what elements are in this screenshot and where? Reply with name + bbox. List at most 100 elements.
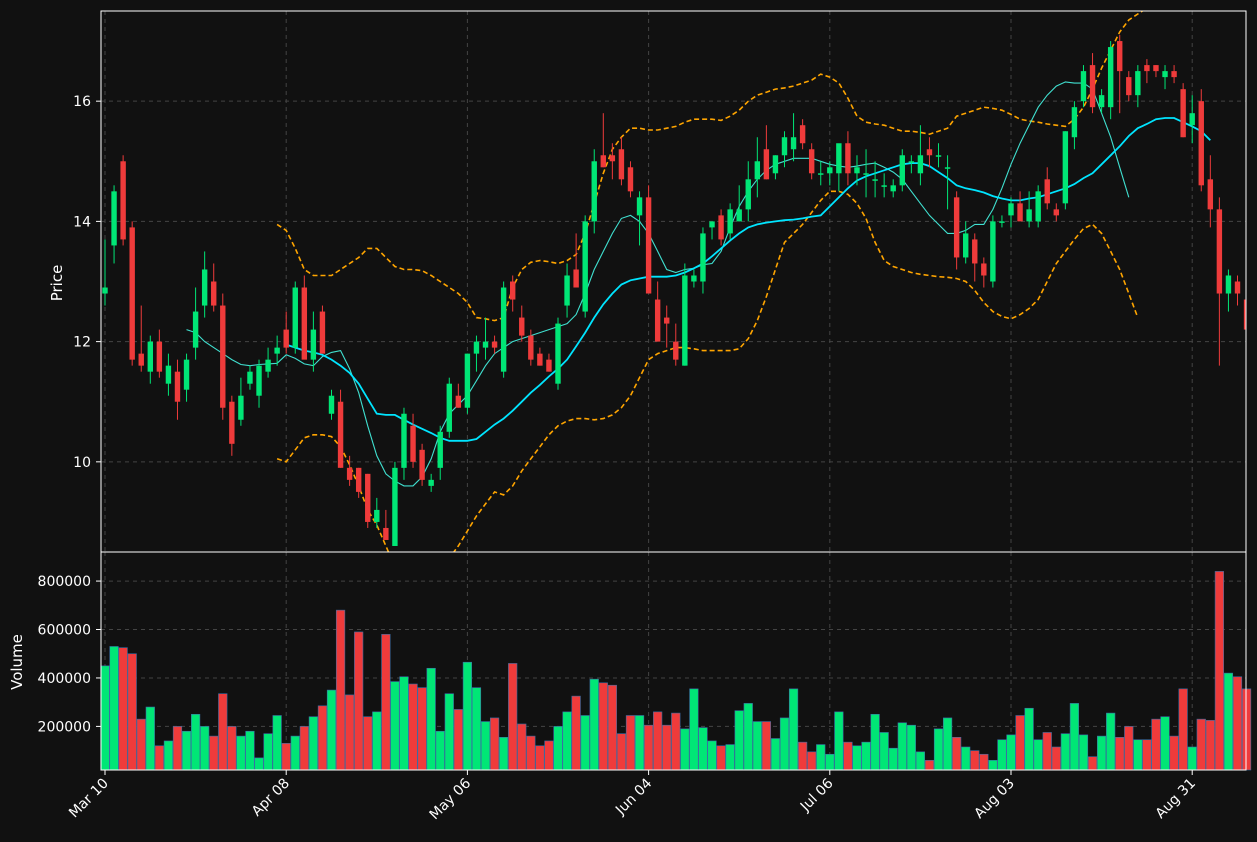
candle-body <box>808 149 815 174</box>
candle-body <box>754 161 761 180</box>
volume-bar <box>933 728 944 771</box>
volume-bar <box>861 741 871 771</box>
volume-bar <box>1042 732 1052 771</box>
volume-bar <box>698 727 708 771</box>
volume-bar <box>1106 712 1116 771</box>
volume-bar <box>798 741 808 771</box>
volume-bar <box>671 712 681 771</box>
candle-body <box>519 317 525 336</box>
candle-body <box>229 401 235 444</box>
volume-tick-label: 800000 <box>38 574 91 590</box>
price-tick-label: 16 <box>73 94 91 110</box>
candle-body <box>872 179 878 181</box>
volume-bar <box>317 705 328 771</box>
volume-bar <box>616 733 627 771</box>
candle-body <box>111 191 117 246</box>
price-grid <box>101 11 1246 552</box>
volume-bar <box>1196 718 1206 771</box>
candle-body <box>1144 65 1150 72</box>
candle-body <box>645 197 652 294</box>
candle-body <box>1171 71 1177 78</box>
candle-body <box>346 467 353 480</box>
volume-bar <box>127 653 137 771</box>
candle-body <box>1207 179 1214 210</box>
candle-body <box>156 341 163 372</box>
volume-bar <box>200 726 210 771</box>
candle-body <box>1117 41 1123 72</box>
volume-bar <box>218 693 228 771</box>
volume-y-axis-label: Volume <box>8 634 26 690</box>
volume-bar <box>172 726 183 771</box>
volume-bar <box>870 713 880 771</box>
volume-bar <box>489 717 500 771</box>
volume-bar <box>807 751 817 771</box>
volume-bar <box>634 715 645 771</box>
candle-body <box>863 173 869 175</box>
candle-body <box>790 137 797 150</box>
volume-bar <box>118 647 128 771</box>
volume-bar <box>952 736 962 771</box>
volume-bar <box>843 741 853 771</box>
volume-bar <box>915 751 925 771</box>
volume-bar <box>345 694 355 771</box>
candle-body <box>953 197 960 258</box>
candle-body <box>818 173 824 175</box>
candle-body <box>174 371 181 402</box>
candle-body <box>799 125 806 144</box>
candle-body <box>419 449 425 480</box>
candle-body <box>944 167 951 169</box>
volume-bar <box>335 609 346 771</box>
volume-bar <box>643 724 654 771</box>
candle-body <box>102 287 108 294</box>
volume-bar <box>1223 672 1234 771</box>
candle-body <box>355 467 362 492</box>
volume-bar <box>299 726 309 771</box>
volume-bar <box>1124 726 1134 771</box>
volume-bar <box>100 665 110 771</box>
candle-body <box>1198 101 1204 186</box>
candle-body <box>211 281 217 306</box>
candle-body <box>1035 191 1041 222</box>
volume-bar <box>897 722 907 771</box>
candle-body <box>836 143 842 174</box>
candle-body <box>881 185 887 187</box>
candle-body <box>1189 113 1195 126</box>
volume-bar <box>707 740 717 771</box>
volume-bar <box>752 721 762 771</box>
candle-body <box>981 263 987 276</box>
volume-tick-label: 600000 <box>38 623 91 639</box>
candle-body <box>319 311 326 354</box>
candle-body <box>736 209 742 222</box>
candle-body <box>591 161 597 222</box>
volume-bar <box>1060 733 1070 771</box>
candle-body <box>908 161 915 163</box>
candle-body <box>274 347 280 354</box>
volume-bar <box>716 745 726 771</box>
volume-bar <box>825 753 835 771</box>
volume-bar <box>281 743 291 771</box>
volume-bar <box>1097 735 1107 771</box>
candle-body <box>990 221 996 282</box>
volume-panel-frame <box>100 551 1247 771</box>
volume-bar <box>1169 735 1179 771</box>
volume-bar <box>517 723 527 771</box>
volume-bar <box>245 730 255 771</box>
volume-bar <box>326 689 337 771</box>
candle-body <box>917 155 924 174</box>
candle-body <box>963 233 969 258</box>
volume-bar <box>1024 707 1034 771</box>
candle-body <box>763 149 770 180</box>
candle-body <box>999 221 1005 223</box>
candle-body <box>247 371 253 384</box>
candle-body <box>1126 77 1132 96</box>
volume-bar <box>1142 739 1152 771</box>
candle-body <box>555 323 561 384</box>
candle-body <box>500 287 507 372</box>
candle-body <box>337 401 344 468</box>
volume-bar <box>1205 720 1215 771</box>
volume-bar <box>254 757 264 771</box>
volume-bar <box>1133 739 1143 771</box>
volume-bar <box>109 646 119 771</box>
volume-bar <box>834 711 844 771</box>
